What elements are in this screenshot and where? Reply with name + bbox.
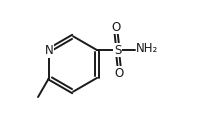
Text: N: N xyxy=(45,44,53,57)
Text: O: O xyxy=(115,67,124,80)
Text: O: O xyxy=(111,21,121,34)
Text: NH₂: NH₂ xyxy=(136,42,158,55)
Text: S: S xyxy=(114,44,121,57)
